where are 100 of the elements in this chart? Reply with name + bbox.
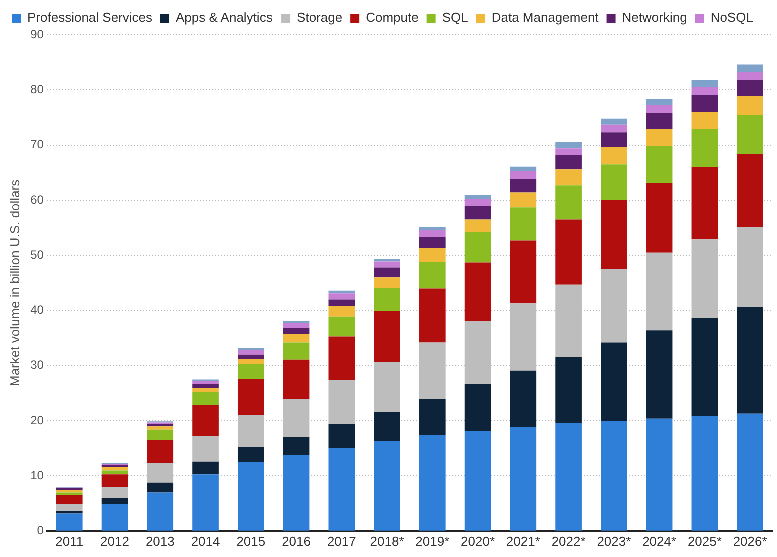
x-tick-label: 2015 bbox=[236, 534, 266, 549]
bar bbox=[102, 487, 128, 498]
x-tick-label: 2026* bbox=[733, 534, 768, 549]
bar bbox=[737, 414, 764, 531]
bar bbox=[692, 112, 718, 130]
bar bbox=[692, 129, 718, 168]
bar bbox=[192, 384, 219, 388]
bar bbox=[192, 462, 219, 475]
x-tick-label: 2021* bbox=[506, 534, 540, 549]
y-tick-label: 0 bbox=[37, 524, 44, 538]
bar bbox=[737, 80, 764, 96]
bar bbox=[510, 427, 537, 531]
bar bbox=[283, 342, 310, 360]
x-tick-label: 2020* bbox=[461, 534, 496, 549]
bar bbox=[464, 206, 492, 220]
y-tick-label: 80 bbox=[30, 82, 44, 96]
bar bbox=[510, 166, 537, 172]
bar bbox=[601, 118, 628, 125]
bar bbox=[328, 336, 356, 380]
bar bbox=[102, 498, 128, 504]
bar bbox=[147, 426, 174, 430]
x-tick-label: 2013 bbox=[146, 534, 175, 549]
bar bbox=[601, 148, 628, 165]
bar bbox=[328, 316, 356, 337]
bar bbox=[238, 379, 264, 416]
legend-label: NoSQL bbox=[710, 10, 754, 26]
bar bbox=[556, 220, 582, 285]
bar bbox=[328, 424, 356, 448]
bar bbox=[556, 148, 582, 156]
bar bbox=[692, 87, 718, 96]
bar bbox=[283, 360, 310, 400]
bar bbox=[420, 262, 446, 289]
bar bbox=[464, 196, 492, 200]
bar bbox=[464, 199, 492, 207]
bar bbox=[374, 278, 400, 288]
bar bbox=[601, 164, 628, 200]
bar bbox=[102, 467, 128, 471]
bar bbox=[328, 448, 356, 531]
bar bbox=[510, 192, 537, 208]
y-axis-title: Market volume in billion U.S. dollars bbox=[7, 179, 22, 387]
bar bbox=[510, 180, 537, 193]
bar bbox=[56, 504, 83, 511]
bar bbox=[556, 186, 582, 220]
bar bbox=[646, 183, 673, 253]
bar bbox=[238, 447, 264, 462]
bar bbox=[328, 294, 356, 300]
y-tick-label: 60 bbox=[30, 192, 44, 207]
bar bbox=[374, 262, 400, 268]
x-tick-label: 2025* bbox=[688, 534, 722, 549]
bar bbox=[283, 437, 310, 456]
bar bbox=[147, 482, 174, 493]
bar bbox=[147, 430, 174, 440]
bar bbox=[601, 124, 628, 133]
bar bbox=[737, 72, 764, 80]
bar bbox=[556, 142, 582, 149]
bar bbox=[646, 146, 673, 184]
bar bbox=[374, 412, 400, 441]
bar bbox=[192, 405, 219, 436]
bar bbox=[692, 318, 718, 416]
bar bbox=[601, 421, 628, 531]
bar bbox=[420, 399, 446, 436]
bar bbox=[238, 359, 264, 364]
bar bbox=[737, 114, 764, 154]
x-tick-label: 2024* bbox=[642, 534, 677, 549]
bar bbox=[328, 290, 356, 294]
bar bbox=[147, 424, 174, 427]
bar bbox=[374, 311, 400, 362]
bar bbox=[102, 474, 128, 488]
x-tick-label: 2023* bbox=[597, 534, 632, 549]
bar bbox=[283, 328, 310, 334]
bar bbox=[737, 307, 764, 414]
bar bbox=[374, 268, 400, 278]
bar bbox=[328, 306, 356, 317]
bar bbox=[147, 492, 174, 531]
bar bbox=[102, 470, 128, 475]
bar bbox=[646, 330, 673, 419]
legend-label: Networking bbox=[622, 10, 688, 26]
bar bbox=[238, 354, 264, 360]
y-tick-label: 50 bbox=[30, 248, 44, 262]
bar bbox=[56, 492, 83, 496]
bar bbox=[102, 504, 128, 531]
bar bbox=[283, 455, 310, 531]
y-tick-label: 10 bbox=[30, 468, 44, 483]
y-tick-label: 20 bbox=[30, 413, 44, 428]
bar bbox=[374, 440, 400, 531]
bar bbox=[510, 171, 537, 180]
x-tick-label: 2022* bbox=[552, 534, 586, 549]
bar bbox=[646, 418, 673, 531]
bar bbox=[692, 167, 718, 240]
x-tick-label: 2016 bbox=[282, 534, 311, 549]
bar bbox=[556, 155, 582, 170]
bar bbox=[374, 259, 400, 262]
bar bbox=[464, 262, 492, 322]
bar bbox=[147, 440, 174, 464]
bar bbox=[646, 113, 673, 130]
y-tick-label: 90 bbox=[30, 27, 44, 42]
bar bbox=[283, 334, 310, 343]
bar bbox=[692, 80, 718, 88]
bar bbox=[556, 423, 582, 531]
legend-label: Apps & Analytics bbox=[176, 10, 274, 26]
